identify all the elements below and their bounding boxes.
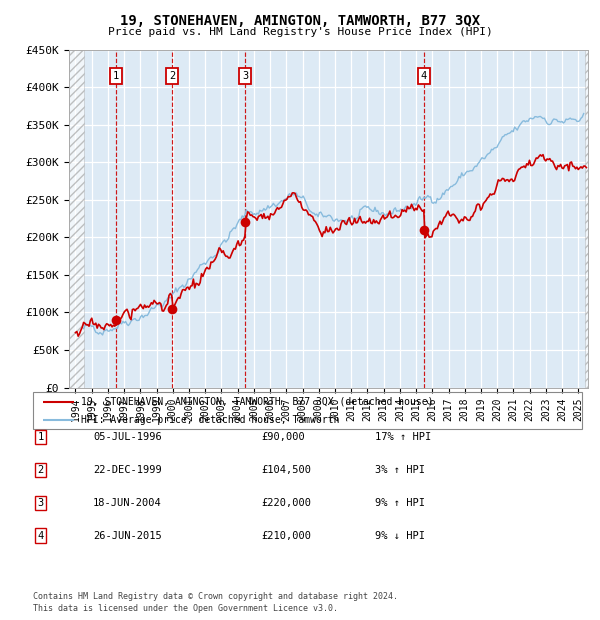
- Text: 2: 2: [169, 71, 175, 81]
- Text: 4: 4: [38, 531, 44, 541]
- Text: £220,000: £220,000: [261, 498, 311, 508]
- Text: 1: 1: [38, 432, 44, 442]
- Text: £90,000: £90,000: [261, 432, 305, 442]
- Text: 26-JUN-2015: 26-JUN-2015: [93, 531, 162, 541]
- Text: 3: 3: [242, 71, 248, 81]
- Text: This data is licensed under the Open Government Licence v3.0.: This data is licensed under the Open Gov…: [33, 603, 338, 613]
- Text: Price paid vs. HM Land Registry's House Price Index (HPI): Price paid vs. HM Land Registry's House …: [107, 27, 493, 37]
- Text: 17% ↑ HPI: 17% ↑ HPI: [375, 432, 431, 442]
- Text: 1: 1: [113, 71, 119, 81]
- Text: 9% ↓ HPI: 9% ↓ HPI: [375, 531, 425, 541]
- Text: £210,000: £210,000: [261, 531, 311, 541]
- Text: 3: 3: [38, 498, 44, 508]
- Text: 9% ↑ HPI: 9% ↑ HPI: [375, 498, 425, 508]
- Text: 22-DEC-1999: 22-DEC-1999: [93, 465, 162, 475]
- Text: 19, STONEHAVEN, AMINGTON, TAMWORTH, B77 3QX (detached house): 19, STONEHAVEN, AMINGTON, TAMWORTH, B77 …: [82, 397, 434, 407]
- Text: 05-JUL-1996: 05-JUL-1996: [93, 432, 162, 442]
- Text: £104,500: £104,500: [261, 465, 311, 475]
- Text: Contains HM Land Registry data © Crown copyright and database right 2024.: Contains HM Land Registry data © Crown c…: [33, 592, 398, 601]
- Text: 18-JUN-2004: 18-JUN-2004: [93, 498, 162, 508]
- Text: 4: 4: [421, 71, 427, 81]
- Text: 2: 2: [38, 465, 44, 475]
- Text: 3% ↑ HPI: 3% ↑ HPI: [375, 465, 425, 475]
- Text: HPI: Average price, detached house, Tamworth: HPI: Average price, detached house, Tamw…: [82, 415, 340, 425]
- Text: 19, STONEHAVEN, AMINGTON, TAMWORTH, B77 3QX: 19, STONEHAVEN, AMINGTON, TAMWORTH, B77 …: [120, 14, 480, 28]
